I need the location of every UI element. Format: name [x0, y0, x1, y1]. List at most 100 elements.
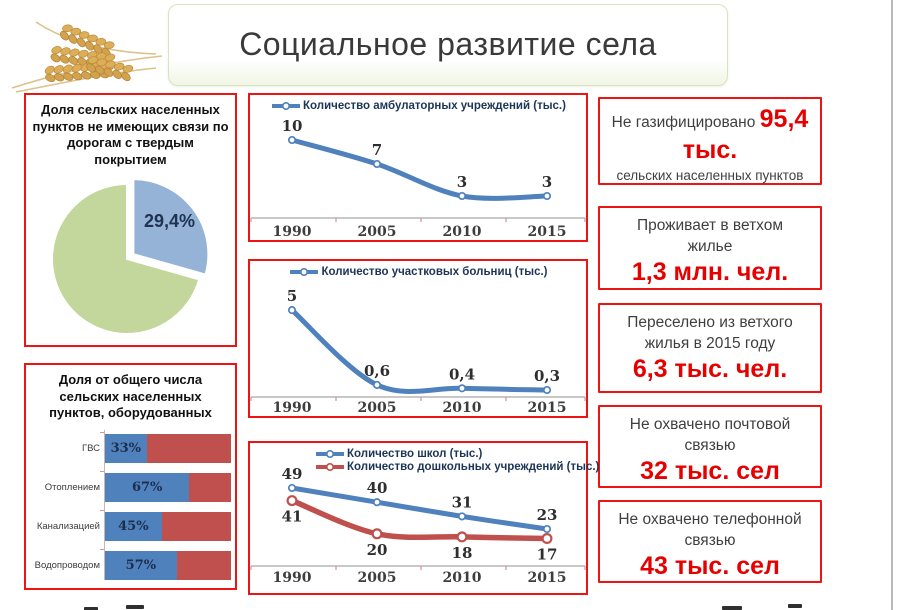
info-box-line: Переселено из ветхого: [600, 312, 820, 333]
info-box-line: сельских населенных пунктов: [600, 166, 820, 186]
svg-text:2005: 2005: [358, 400, 397, 416]
clipped-caption-fragment: [788, 604, 802, 608]
wheat-ears-image: [11, 21, 163, 93]
slide-edge-line: [891, 0, 893, 610]
svg-text:40: 40: [367, 479, 388, 497]
legend-line-marker-icon: [290, 267, 319, 277]
legend-item: Количество участковых больниц (тыс.): [288, 266, 548, 278]
bar-track: 45%: [105, 511, 231, 541]
info-box-line: жилья в 2015 году: [600, 333, 820, 354]
bar-segment-equipped: 33%: [105, 433, 147, 463]
svg-text:2010: 2010: [443, 224, 482, 240]
svg-text:2010: 2010: [443, 570, 482, 586]
svg-text:2015: 2015: [528, 400, 567, 416]
line-chart-schools-box: Количество школ (тыс.) Количество дошколь…: [248, 441, 599, 595]
info-text: жилья в 2015 году: [644, 335, 776, 352]
info-box-line: Не охвачено почтовой: [600, 414, 820, 435]
info-value: 1,3 млн. чел.: [631, 258, 789, 286]
svg-text:41: 41: [282, 508, 303, 526]
info-box-line: 43 тыс. сел: [600, 551, 820, 582]
info-text: связью: [684, 437, 736, 454]
info-box-line: Не газифицировано 95,4: [600, 104, 820, 135]
svg-text:0,4: 0,4: [449, 365, 475, 383]
svg-text:0,3: 0,3: [534, 367, 560, 385]
info-text: Проживает в ветхом: [636, 217, 784, 234]
svg-text:5: 5: [287, 287, 297, 305]
legend-line-marker-icon: [316, 462, 344, 472]
info-value: 95,4: [759, 105, 809, 133]
info-box-line: 1,3 млн. чел.: [600, 257, 820, 288]
bar-track: 67%: [105, 472, 231, 502]
info-text: сельских населенных пунктов: [616, 168, 804, 183]
svg-text:20: 20: [367, 541, 388, 559]
bar-row: Водопроводом 57%: [30, 550, 231, 580]
svg-text:49: 49: [282, 465, 303, 483]
bar-chart-box: Доля от общего числа сельских населенных…: [24, 363, 237, 590]
info-box: Проживает в ветхом жилье 1,3 млн. чел.: [598, 206, 822, 290]
svg-text:2005: 2005: [358, 224, 397, 240]
info-text: Не охвачено телефонной: [618, 511, 802, 528]
info-value: тыс.: [682, 136, 738, 164]
svg-text:7: 7: [372, 141, 382, 159]
info-box-line: связью: [600, 530, 820, 551]
info-box: Переселено из ветхого жилья в 2015 году 6,…: [598, 303, 822, 393]
bar-row: ГВС 33%: [30, 433, 231, 463]
bar-segment-rest: [189, 472, 231, 502]
legend-item: Количество школ (тыс.): [314, 448, 482, 460]
page-title: Социальное развитие села: [239, 26, 657, 62]
pie-chart-svg: [51, 177, 210, 335]
bar-category-label: Отоплением: [44, 481, 100, 493]
bar-axis-tick: [100, 509, 104, 511]
legend-label: Количество участковых больниц (тыс.): [321, 266, 548, 278]
bar-category-label: Канализацией: [36, 520, 100, 532]
bar-segment-rest: [146, 433, 231, 463]
bar-segment-rest: [176, 550, 231, 580]
svg-text:10: 10: [282, 117, 303, 135]
pie-chart: 29,4%: [26, 169, 235, 351]
info-box: Не охвачено почтовой связью 32 тыс. сел: [598, 405, 822, 488]
slide-title-box: Социальное развитие села: [168, 4, 728, 86]
bar-category-label: Водопроводом: [34, 559, 100, 571]
svg-text:18: 18: [452, 544, 473, 562]
svg-text:17: 17: [537, 546, 558, 564]
bar-chart-title: Доля от общего числа сельских населенных…: [49, 372, 212, 421]
legend-label: Количество школ (тыс.): [347, 448, 483, 460]
bar-row: Отоплением 67%: [30, 472, 231, 502]
svg-text:3: 3: [457, 173, 467, 191]
clipped-caption-fragment: [722, 606, 742, 610]
bar-axis-tick: [100, 431, 104, 433]
info-text: жилье: [687, 238, 733, 255]
info-value: 43 тыс. сел: [640, 552, 780, 580]
bar-segment-rest: [161, 511, 231, 541]
info-box-line: Не охвачено телефонной: [600, 509, 820, 530]
line-chart-schools: 1990 2005 2010 2015 49 40 31 23 41 20 18 17: [250, 465, 586, 586]
svg-text:1990: 1990: [273, 224, 312, 240]
svg-text:31: 31: [452, 493, 473, 511]
chart-legend: Количество амбулаторных учреждений (тыс.…: [250, 100, 586, 112]
line-chart-hospitals-box: Количество участковых больниц (тыс.) 199…: [248, 259, 588, 418]
bar-chart: ГВС 33% Отоплением 67% Канализацией 45% Водопр…: [30, 429, 231, 580]
pie-chart-title: Доля сельских населенных пунктов не имею…: [32, 102, 229, 167]
bar-segment-equipped: 67%: [105, 472, 190, 502]
info-box-line: Проживает в ветхом: [600, 215, 820, 236]
chart-legend: Количество участковых больниц (тыс.): [250, 266, 586, 278]
svg-text:3: 3: [542, 173, 552, 191]
bar-segment-equipped: 45%: [105, 511, 162, 541]
info-text: Не газифицировано: [611, 114, 760, 131]
clipped-caption-fragment: [84, 607, 98, 610]
svg-text:1990: 1990: [273, 570, 312, 586]
line-chart-hospitals: 1990 2005 2010 2015 5 0,6 0,4 0,3: [250, 287, 586, 416]
info-value: 32 тыс. сел: [640, 457, 780, 485]
pie-chart-box: Доля сельских населенных пунктов не имею…: [24, 93, 237, 347]
pie-value-label: 29,4%: [144, 210, 196, 231]
info-box: Не газифицировано 95,4 тыс. сельских насел…: [598, 97, 822, 185]
svg-text:0,6: 0,6: [364, 362, 390, 380]
clipped-caption-fragment: [126, 605, 144, 609]
svg-text:2015: 2015: [528, 570, 567, 586]
svg-text:1990: 1990: [273, 400, 312, 416]
bar-axis-tick: [100, 470, 104, 472]
bar-track: 57%: [105, 550, 231, 580]
bar-track: 33%: [105, 433, 231, 463]
chart-legend: Количество школ (тыс.) Количество дошколь…: [250, 448, 599, 473]
